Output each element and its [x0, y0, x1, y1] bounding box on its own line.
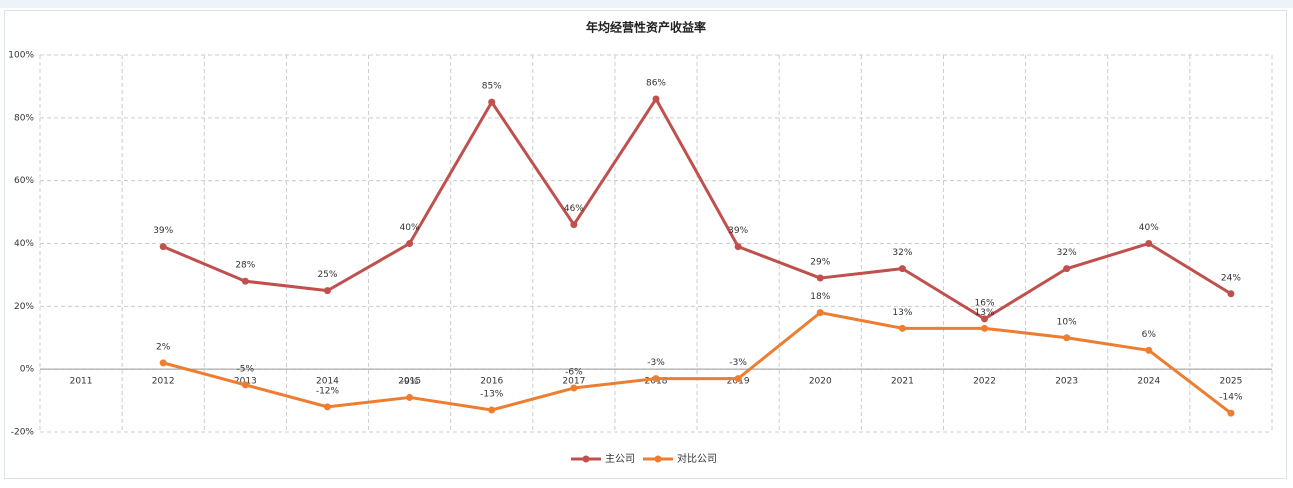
point	[981, 324, 989, 332]
legend-item: 对比公司	[643, 452, 717, 465]
point	[1227, 290, 1235, 298]
data-label: 32%	[892, 248, 912, 258]
x-tick-label: 2012	[152, 377, 175, 387]
data-label: 13%	[892, 308, 912, 318]
y-tick-label: 0%	[20, 365, 35, 375]
legend-label: 对比公司	[677, 452, 717, 465]
point	[1227, 409, 1235, 417]
y-tick-label: 80%	[14, 113, 34, 123]
data-label: -6%	[565, 368, 583, 378]
data-label: 40%	[400, 223, 420, 233]
point	[406, 393, 414, 401]
data-label: 16%	[975, 298, 995, 308]
x-tick-label: 2011	[70, 377, 93, 387]
point	[570, 221, 578, 229]
series-line	[162, 97, 1232, 321]
data-label: 40%	[1139, 223, 1159, 233]
point	[570, 384, 578, 392]
y-tick-label: 100%	[8, 51, 34, 61]
data-label: -5%	[237, 364, 255, 374]
data-label: -14%	[1219, 393, 1243, 403]
data-label: 39%	[153, 226, 173, 236]
data-label: 13%	[975, 308, 995, 318]
data-label: 25%	[317, 270, 337, 280]
point	[898, 324, 906, 332]
data-label: 39%	[728, 226, 748, 236]
point	[1145, 240, 1153, 247]
series-line	[162, 311, 1232, 415]
data-label: -12%	[316, 386, 340, 396]
data-label: 6%	[1142, 330, 1157, 340]
data-label: -9%	[401, 377, 419, 387]
data-label: 24%	[1221, 273, 1241, 283]
legend-marker	[654, 455, 662, 463]
x-tick-label: 2016	[480, 377, 503, 387]
point	[488, 406, 496, 414]
point	[1063, 265, 1071, 273]
data-label: 10%	[1057, 317, 1077, 327]
point	[652, 375, 660, 383]
data-label: 28%	[235, 261, 255, 271]
data-label: -3%	[647, 358, 665, 368]
data-label: -3%	[729, 358, 747, 368]
point	[652, 95, 660, 103]
point	[323, 287, 331, 295]
x-tick-label: 2023	[1055, 377, 1078, 387]
point	[816, 309, 824, 317]
point	[898, 265, 906, 273]
x-tick-label: 2014	[316, 377, 339, 387]
chart-frame	[4, 10, 1287, 479]
point	[816, 274, 824, 282]
data-label: 29%	[810, 258, 830, 268]
data-label: 2%	[156, 342, 171, 352]
point	[159, 359, 167, 367]
y-tick-label: 60%	[14, 176, 34, 186]
y-tick-label: 20%	[14, 302, 34, 312]
point	[323, 403, 331, 411]
data-label: 32%	[1057, 248, 1077, 258]
x-tick-label: 2024	[1137, 377, 1160, 387]
point	[159, 243, 167, 251]
data-label: 46%	[564, 204, 584, 214]
top-bar	[0, 0, 1293, 8]
x-tick-label: 2021	[891, 377, 914, 387]
legend-label: 主公司	[605, 453, 635, 465]
data-label: 85%	[482, 82, 502, 92]
point	[981, 315, 989, 323]
x-tick-label: 2025	[1219, 377, 1242, 387]
point	[488, 98, 496, 106]
legend-item: 主公司	[571, 453, 635, 465]
point	[406, 240, 414, 247]
x-tick-label: 2015	[398, 377, 421, 387]
data-label: 18%	[810, 292, 830, 302]
point	[1145, 346, 1153, 354]
x-tick-label: 2017	[562, 377, 585, 387]
point	[241, 277, 249, 285]
chart-title: 年均经营性资产收益率	[586, 20, 706, 35]
point	[1063, 334, 1071, 342]
x-tick-label: 2020	[809, 377, 832, 387]
point	[241, 381, 249, 389]
y-tick-label: 40%	[14, 239, 34, 249]
data-label: 86%	[646, 78, 666, 88]
point	[734, 375, 742, 383]
legend-marker	[582, 455, 590, 463]
data-label: -13%	[480, 390, 504, 400]
point	[734, 243, 742, 251]
y-tick-label: -20%	[11, 428, 35, 438]
x-tick-label: 2022	[973, 377, 996, 387]
